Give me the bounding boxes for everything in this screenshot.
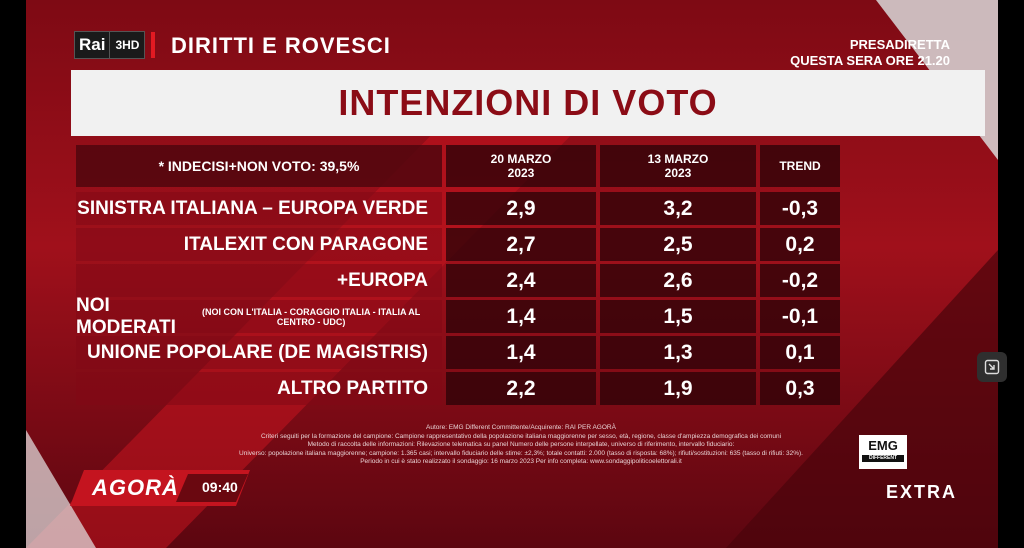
trend-value: 0,1 xyxy=(760,336,840,369)
poll-credits: Autore: EMG Different Committente/Acquir… xyxy=(221,424,821,467)
credit-line: Autore: EMG Different Committente/Acquir… xyxy=(426,424,616,431)
value-13-marzo: 1,9 xyxy=(600,372,756,405)
party-name: ITALEXIT CON PARAGONE xyxy=(76,228,442,261)
channel-number: 3HD xyxy=(110,31,146,59)
show-title: DIRITTI E ROVESCI xyxy=(171,33,391,58)
extra-label: EXTRA xyxy=(886,482,958,502)
trend-value: 0,2 xyxy=(760,228,840,261)
promo-line-1: PRESADIRETTA xyxy=(849,37,950,52)
value-13-marzo: 2,6 xyxy=(600,264,756,297)
party-note: (NOI CON L'ITALIA - CORAGGIO ITALIA - IT… xyxy=(202,306,421,327)
program-badge: AGORÀ 09:40 xyxy=(70,470,250,506)
table-row: SINISTRA ITALIANA – EUROPA VERDE 2,9 3,2 -0… xyxy=(76,192,940,225)
table-header: * INDECISI+NON VOTO: 39,5% 20 MARZO 2023… xyxy=(76,145,940,187)
clock: 09:40 xyxy=(202,479,238,495)
table-row: NOI MODERATI (NOI CON L'ITALIA - CORAGGIO… xyxy=(76,295,940,338)
party-label: ALTRO PARTITO xyxy=(277,377,428,399)
col-header-year: 2023 xyxy=(664,166,692,180)
party-name: SINISTRA ITALIANA – EUROPA VERDE xyxy=(76,192,442,225)
party-label: NOI MODERATI xyxy=(76,294,176,338)
trend-value: -0,1 xyxy=(760,300,840,333)
pollster-name: EMG xyxy=(868,438,898,453)
credit-line: Metodo di raccolta delle informazioni: R… xyxy=(307,441,735,448)
channel-logo: Rai 3HD xyxy=(74,30,156,60)
col-header-year: 2023 xyxy=(507,166,535,180)
value-13-marzo: 2,5 xyxy=(600,228,756,261)
value-20-marzo: 2,2 xyxy=(446,372,596,405)
value-20-marzo: 2,7 xyxy=(446,228,596,261)
credit-line: Universo: popolazione italiana maggioren… xyxy=(239,449,803,457)
party-name: ALTRO PARTITO xyxy=(76,372,442,405)
table-row: UNIONE POPOLARE (DE MAGISTRIS) 1,4 1,3 0,1 xyxy=(76,336,940,369)
exit-fullscreen-button[interactable] xyxy=(977,352,1007,382)
table-row: ALTRO PARTITO 2,2 1,9 0,3 xyxy=(76,372,940,405)
page-title: INTENZIONI DI VOTO xyxy=(338,82,718,123)
pollster-logo: EMG DIFFERENT xyxy=(859,435,907,469)
value-20-marzo: 2,9 xyxy=(446,192,596,225)
promo-text: PRESADIRETTA QUESTA SERA ORE 21.20 xyxy=(790,37,950,69)
col-header-20-marzo: 20 MARZO 2023 xyxy=(446,145,596,187)
party-label: ITALEXIT CON PARAGONE xyxy=(183,233,428,255)
party-label: SINISTRA ITALIANA – EUROPA VERDE xyxy=(77,197,428,219)
party-name: UNIONE POPOLARE (DE MAGISTRIS) xyxy=(76,336,442,369)
col-header-trend: TREND xyxy=(760,145,840,187)
rai-logo: Rai xyxy=(74,31,111,59)
letterbox-right xyxy=(998,0,1024,548)
value-20-marzo: 1,4 xyxy=(446,336,596,369)
broadcast-frame: Rai 3HD DIRITTI E ROVESCI PRESADIRETTA Q… xyxy=(26,0,998,548)
value-20-marzo: 2,4 xyxy=(446,264,596,297)
col-header-date: 20 MARZO xyxy=(490,152,552,166)
party-label: UNIONE POPOLARE (DE MAGISTRIS) xyxy=(87,341,428,363)
poll-table: * INDECISI+NON VOTO: 39,5% 20 MARZO 2023… xyxy=(76,145,940,408)
value-13-marzo: 3,2 xyxy=(600,192,756,225)
trend-value: -0,2 xyxy=(760,264,840,297)
party-name: NOI MODERATI (NOI CON L'ITALIA - CORAGGIO… xyxy=(76,295,442,338)
pollster-tagline: DIFFERENT xyxy=(862,455,904,462)
value-13-marzo: 1,5 xyxy=(600,300,756,333)
undecided-note: * INDECISI+NON VOTO: 39,5% xyxy=(76,145,442,187)
table-row: +EUROPA 2,4 2,6 -0,2 xyxy=(76,264,940,297)
party-label: +EUROPA xyxy=(337,269,428,291)
logo-separator xyxy=(151,32,156,58)
trend-value: 0,3 xyxy=(760,372,840,405)
party-name: +EUROPA xyxy=(76,264,442,297)
value-13-marzo: 1,3 xyxy=(600,336,756,369)
table-row: ITALEXIT CON PARAGONE 2,7 2,5 0,2 xyxy=(76,228,940,261)
value-20-marzo: 1,4 xyxy=(446,300,596,333)
credit-line: Criteri seguiti per la formazione del ca… xyxy=(260,432,782,440)
program-name: AGORÀ xyxy=(92,475,179,500)
col-header-13-marzo: 13 MARZO 2023 xyxy=(600,145,756,187)
program-badge-bg xyxy=(70,470,250,506)
letterbox-left xyxy=(0,0,26,548)
collapse-icon xyxy=(984,359,1000,375)
credit-line: Periodo in cui è stato realizzato il son… xyxy=(360,458,682,465)
title-bar: INTENZIONI DI VOTO xyxy=(71,70,985,136)
col-header-date: 13 MARZO xyxy=(647,152,709,166)
trend-value: -0,3 xyxy=(760,192,840,225)
promo-line-2: QUESTA SERA ORE 21.20 xyxy=(790,53,950,68)
